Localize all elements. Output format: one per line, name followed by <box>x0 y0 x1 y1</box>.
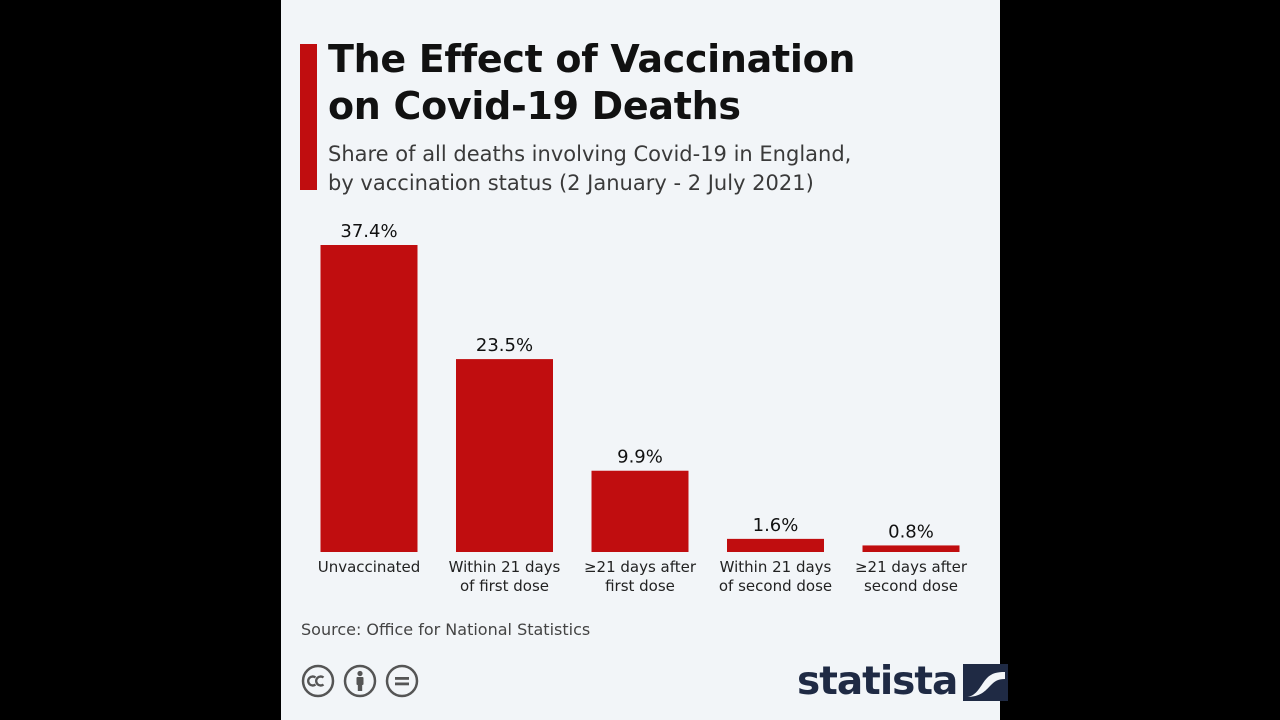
statista-logo[interactable]: statista <box>797 659 1009 705</box>
attribution-icon[interactable] <box>343 664 377 698</box>
category-label-3: ≥21 days after first dose <box>584 558 697 595</box>
bar-5 <box>862 545 960 552</box>
no-derivatives-icon[interactable] <box>385 664 419 698</box>
data-label-3: 9.9% <box>617 447 663 468</box>
category-label-2: Within 21 days of first dose <box>449 558 561 595</box>
brand-name: statista <box>797 659 958 704</box>
infographic-panel: The Effect of Vaccination on Covid-19 De… <box>281 0 1009 720</box>
data-label-2: 23.5% <box>476 335 533 356</box>
category-label-5: ≥21 days after second dose <box>855 558 968 595</box>
subtitle-line-2: by vaccination status (2 January - 2 Jul… <box>328 171 814 195</box>
statista-logo-icon <box>963 663 1009 701</box>
source-note: Source: Office for National Statistics <box>301 620 591 639</box>
bar-4 <box>727 538 824 552</box>
page-title: The Effect of Vaccination on Covid-19 De… <box>328 36 968 130</box>
license-icons <box>301 664 419 698</box>
bar-chart: 37.4% Unvaccinated 23.5% Within 21 days of f… <box>318 221 968 595</box>
category-label-1: Unvaccinated <box>318 558 421 576</box>
bar-2 <box>456 359 553 552</box>
data-label-1: 37.4% <box>340 221 397 242</box>
data-label-5: 0.8% <box>888 521 934 542</box>
title-line-1: The Effect of Vaccination <box>328 37 856 81</box>
title-line-2: on Covid-19 Deaths <box>328 84 741 128</box>
bar-1 <box>320 245 418 552</box>
bar-3 <box>591 470 689 552</box>
title-accent-bar <box>300 44 317 190</box>
subtitle-line-1: Share of all deaths involving Covid-19 i… <box>328 142 852 166</box>
data-label-4: 1.6% <box>753 515 799 536</box>
chart-subtitle: Share of all deaths involving Covid-19 i… <box>328 140 968 198</box>
category-label-4: Within 21 days of second dose <box>719 558 832 595</box>
creative-commons-icon[interactable] <box>301 664 335 698</box>
